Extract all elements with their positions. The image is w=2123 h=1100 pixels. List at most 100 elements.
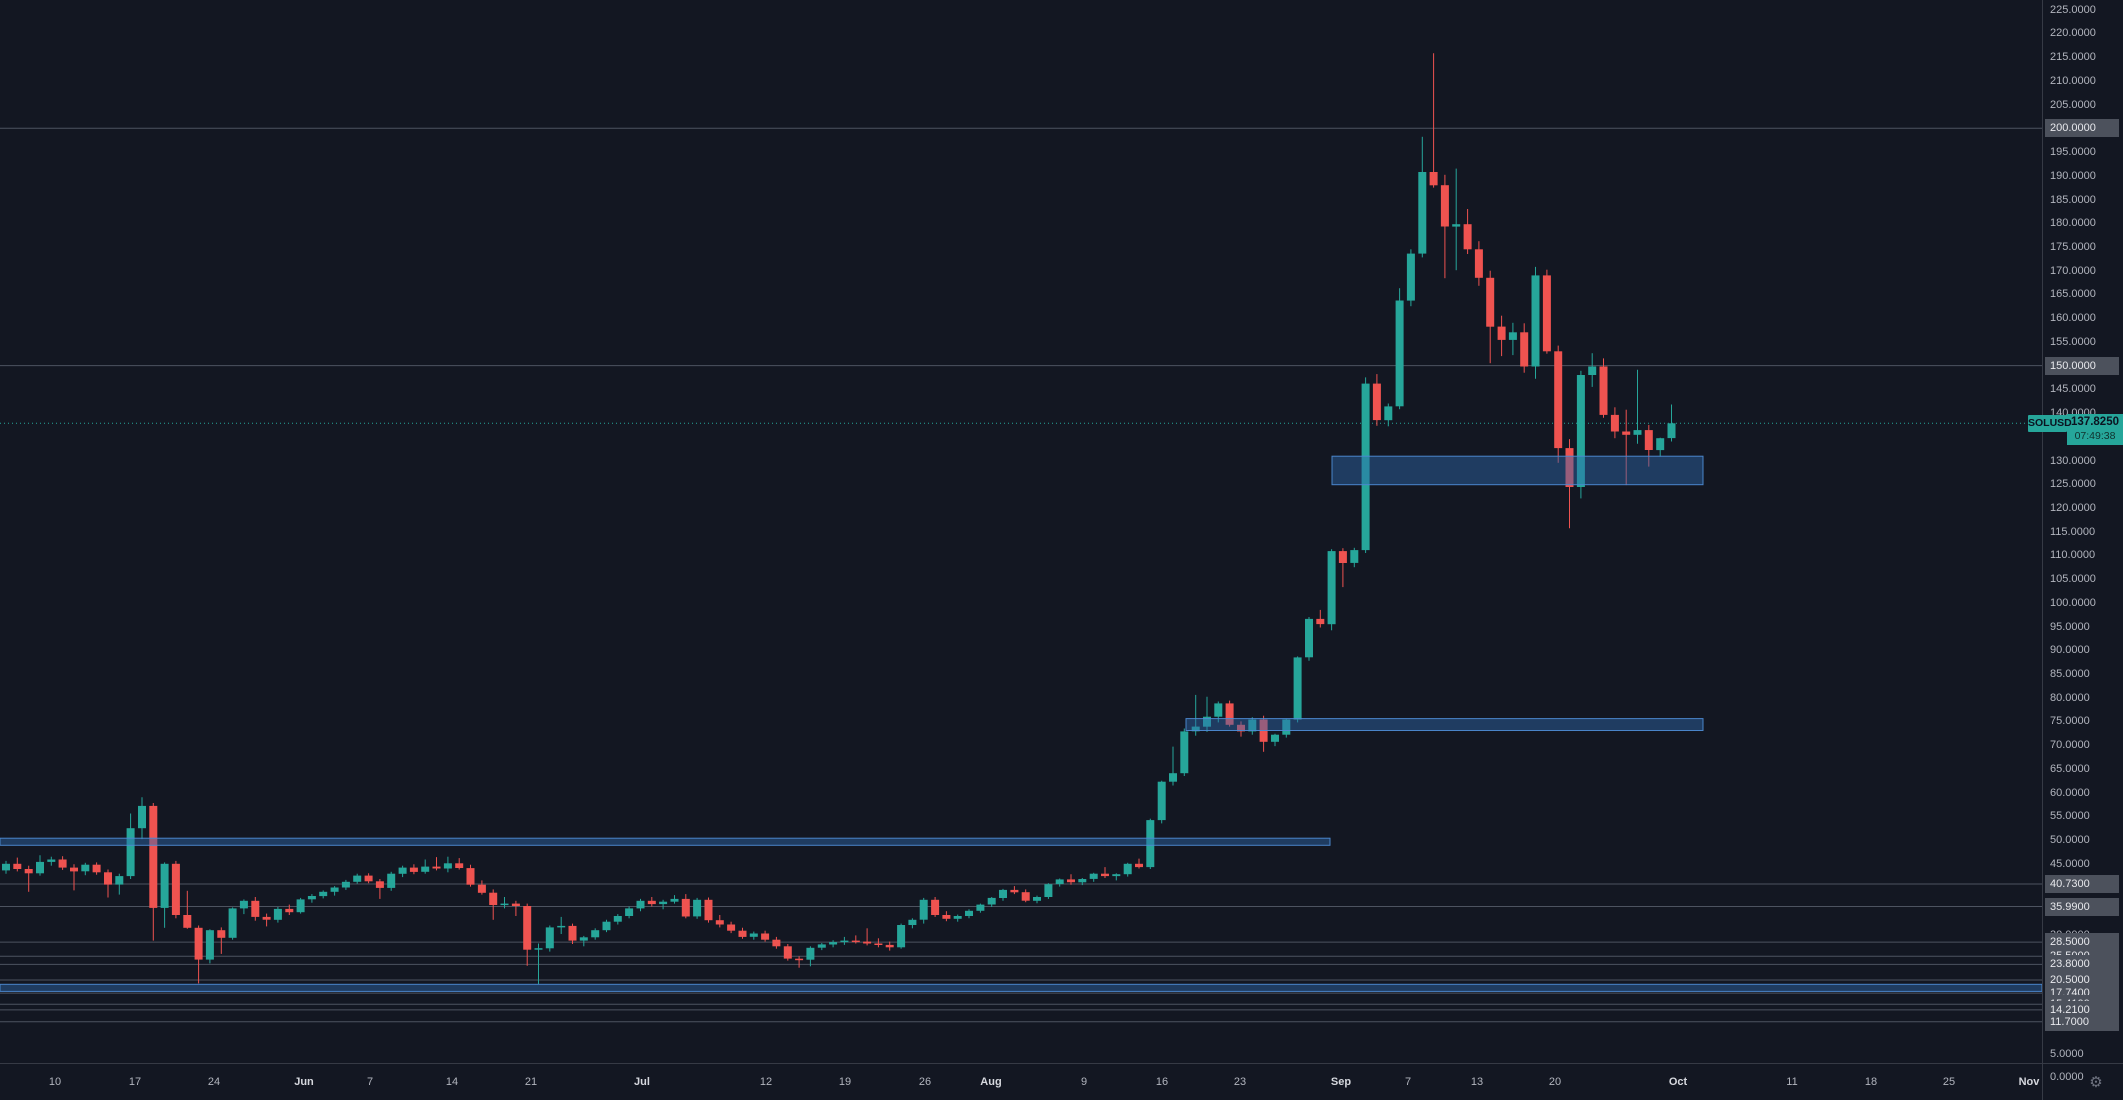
candle-body: [160, 863, 169, 908]
price-tick-label: 215.0000: [2050, 51, 2096, 64]
candlestick-chart: [0, 53, 2042, 1023]
candle-body: [1135, 863, 1143, 868]
price-tick-label: 210.0000: [2050, 74, 2096, 87]
candle-body: [715, 920, 724, 925]
price-tick-label: 50.0000: [2050, 834, 2090, 847]
time-axis-month-label: Jun: [294, 1076, 314, 1088]
candle-body: [432, 866, 441, 869]
candle-body: [1384, 406, 1393, 421]
candle-body: [1191, 726, 1200, 732]
candle-body: [205, 930, 214, 960]
time-axis-day-label: 21: [524, 1076, 538, 1088]
time-axis-day-label: 16: [1155, 1076, 1169, 1088]
candle-body: [353, 875, 362, 882]
price-pane[interactable]: [0, 0, 2042, 1063]
candle-body: [795, 958, 804, 961]
candle-body: [477, 884, 486, 893]
candle-body: [1565, 448, 1574, 487]
axis-corner: ⚙: [2043, 1064, 2123, 1100]
candle-body: [239, 900, 248, 909]
time-axis[interactable]: 10 17 24 Jun 7 14 21 Jul 12 19 26 Aug 9 16 23 Sep 7 13 20 O…: [0, 1064, 2042, 1100]
candle-body: [466, 868, 475, 885]
candle-body: [1044, 884, 1053, 897]
price-tick-label: 185.0000: [2050, 193, 2096, 206]
candle-body: [13, 863, 22, 869]
candle-body: [47, 859, 56, 862]
price-tick-label: 60.0000: [2050, 786, 2090, 799]
candle-body: [455, 863, 464, 868]
time-axis-month-label: Sep: [1330, 1076, 1352, 1088]
candle-body: [840, 940, 849, 943]
candle-body: [319, 891, 328, 897]
candle-body: [523, 906, 532, 950]
candle-body: [126, 828, 135, 877]
candle-body: [341, 881, 350, 888]
candle-body: [409, 867, 418, 872]
candle-body: [953, 916, 962, 919]
candle-body: [1214, 703, 1223, 717]
candle-body: [70, 867, 78, 872]
candle-body: [749, 933, 758, 937]
candle-body: [1667, 423, 1676, 439]
candle-body: [1237, 724, 1245, 732]
candle-body: [1350, 550, 1359, 563]
candle-body: [1033, 897, 1041, 901]
candle-body: [1293, 657, 1302, 720]
symbol-price-tag[interactable]: SOLUSD: [2028, 415, 2072, 433]
candle-body: [647, 900, 656, 905]
price-tick-label: 120.0000: [2050, 501, 2096, 514]
candle-body: [1021, 892, 1030, 901]
candle-body: [251, 900, 260, 917]
price-tick-label: 85.0000: [2050, 668, 2090, 680]
candle-body: [625, 908, 634, 916]
mid-demand-zone-rectangle[interactable]: [1185, 718, 1704, 731]
candle-body: [1225, 703, 1234, 725]
candle-body: [24, 869, 33, 874]
time-axis-day-label: 10: [48, 1076, 62, 1088]
candle-body: [1010, 889, 1019, 893]
candle-body: [772, 939, 781, 947]
upper-demand-zone-rectangle[interactable]: [1331, 455, 1704, 486]
axis-settings-gear-icon[interactable]: ⚙: [2089, 1073, 2103, 1091]
price-axis[interactable]: 225.0000 220.0000 215.0000 210.0000 205.0000…: [2043, 0, 2123, 1100]
candle-body: [1248, 719, 1257, 732]
candle-body: [829, 942, 838, 945]
candle-body: [1169, 773, 1177, 782]
candle-body: [1180, 731, 1189, 774]
candle-body: [976, 904, 985, 911]
price-tick-label: 5.0000: [2050, 1047, 2084, 1060]
candle-body: [1452, 224, 1461, 227]
candle-body: [149, 805, 158, 908]
candle-body: [273, 908, 282, 920]
candle-body: [1542, 275, 1551, 352]
time-axis-day-label: 13: [1470, 1076, 1484, 1088]
lower-demand-zone-rectangle[interactable]: [0, 983, 2042, 992]
candle-body: [1055, 879, 1064, 885]
candle-body: [1622, 431, 1631, 435]
price-tick-label: 70.0000: [2050, 739, 2090, 752]
level-price-label: 40.7300: [2045, 875, 2119, 893]
time-axis-day-label: 24: [207, 1076, 221, 1088]
candle-body: [217, 930, 226, 938]
time-axis-day-label: 7: [1404, 1076, 1412, 1088]
candle-body: [104, 872, 112, 885]
current-price-label[interactable]: 137.8250 07:49:38: [2067, 414, 2123, 446]
price-tick-label: 180.0000: [2050, 217, 2096, 230]
candle-body: [919, 899, 928, 920]
candle-body: [1429, 172, 1438, 186]
time-axis-day-label: 20: [1548, 1076, 1562, 1088]
candle-body: [999, 889, 1007, 898]
time-axis-day-label: 14: [445, 1076, 459, 1088]
time-axis-day-label: 11: [1786, 1076, 1798, 1088]
candle-body: [863, 941, 872, 944]
price-tick-label: 45.0000: [2050, 857, 2090, 870]
candle-body: [421, 866, 430, 872]
time-axis-day-label: 12: [759, 1076, 773, 1088]
candle-body: [908, 919, 917, 925]
50-level-zone-rectangle[interactable]: [0, 837, 1331, 846]
candle-body: [1067, 879, 1075, 883]
level-price-label: 28.5000: [2045, 933, 2119, 952]
price-tick-label: 225.0000: [2050, 3, 2096, 16]
candle-body: [1146, 820, 1155, 868]
